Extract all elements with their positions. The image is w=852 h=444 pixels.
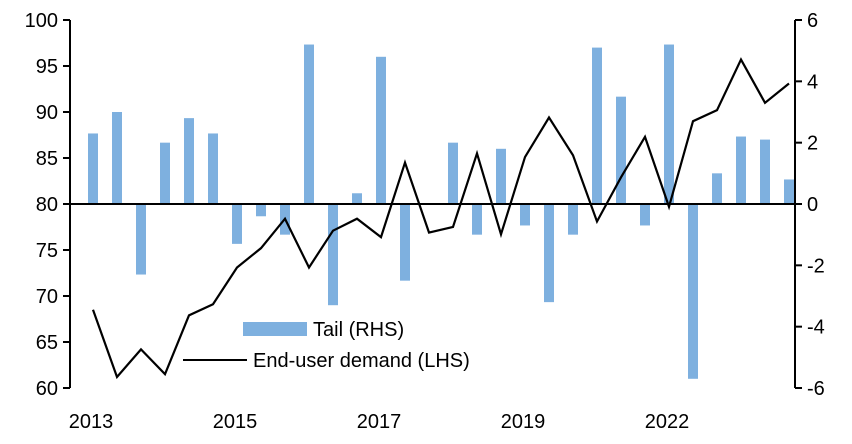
left-tick-label: 80 [36,194,58,216]
end-user-demand-line [91,57,790,380]
left-tick-label: 65 [36,332,58,354]
tail-bar [784,179,794,204]
right-tick-label: -2 [807,255,825,277]
tail-bar [136,204,146,275]
legend-swatch-tail [243,322,307,336]
tail-bar [688,204,698,379]
right-tick-label: 2 [807,133,818,155]
right-tick-label: -4 [807,317,825,339]
tail-bar [448,142,458,204]
legend: Tail (RHS) End-user demand (LHS) [183,319,470,372]
left-axis: 60 65 70 75 80 85 90 95 100 [25,10,71,400]
left-tick-label: 100 [25,10,58,32]
tail-bar [376,56,386,204]
tail-bars [88,44,794,379]
tail-bar [232,204,242,244]
tail-bar [592,47,602,204]
tail-bar [640,204,650,226]
right-tick-label: 6 [807,10,818,32]
tail-bar [664,44,674,205]
tail-bar [568,204,578,235]
right-tick-label: -6 [807,378,825,400]
x-tick-label: 2019 [501,411,546,433]
tail-bar [472,204,482,235]
left-tick-label: 60 [36,378,58,400]
left-tick-label: 85 [36,148,58,170]
tail-bar [760,139,770,204]
tail-bar [160,142,170,204]
tail-bar [184,118,194,204]
right-axis: -6 -4 -2 0 2 4 6 [794,10,825,400]
left-tick-label: 95 [36,56,58,78]
tail-bar [112,112,122,204]
right-tick-label: 0 [807,194,818,216]
legend-label-demand: End-user demand (LHS) [253,350,470,372]
tail-bar [616,96,626,204]
tail-bar [328,204,338,306]
legend-label-tail: Tail (RHS) [313,319,404,341]
tail-bar [208,133,218,204]
x-axis: 2013 2015 2017 2019 2022 [69,411,690,433]
right-tick-label: 4 [807,71,818,93]
tail-bar [256,204,266,217]
tail-bar [496,148,506,204]
tail-bar [712,173,722,204]
x-tick-label: 2015 [213,411,258,433]
left-tick-label: 75 [36,240,58,262]
tail-bar [736,136,746,204]
tail-bar [544,204,554,303]
tail-bar [520,204,530,226]
tail-bar [400,204,410,281]
x-tick-label: 2013 [69,411,114,433]
tail-bar [88,133,98,204]
x-tick-label: 2022 [645,411,690,433]
tail-bar [304,44,314,205]
tail-bar [352,193,362,204]
left-tick-label: 90 [36,102,58,124]
x-tick-label: 2017 [357,411,402,433]
left-tick-label: 70 [36,286,58,308]
